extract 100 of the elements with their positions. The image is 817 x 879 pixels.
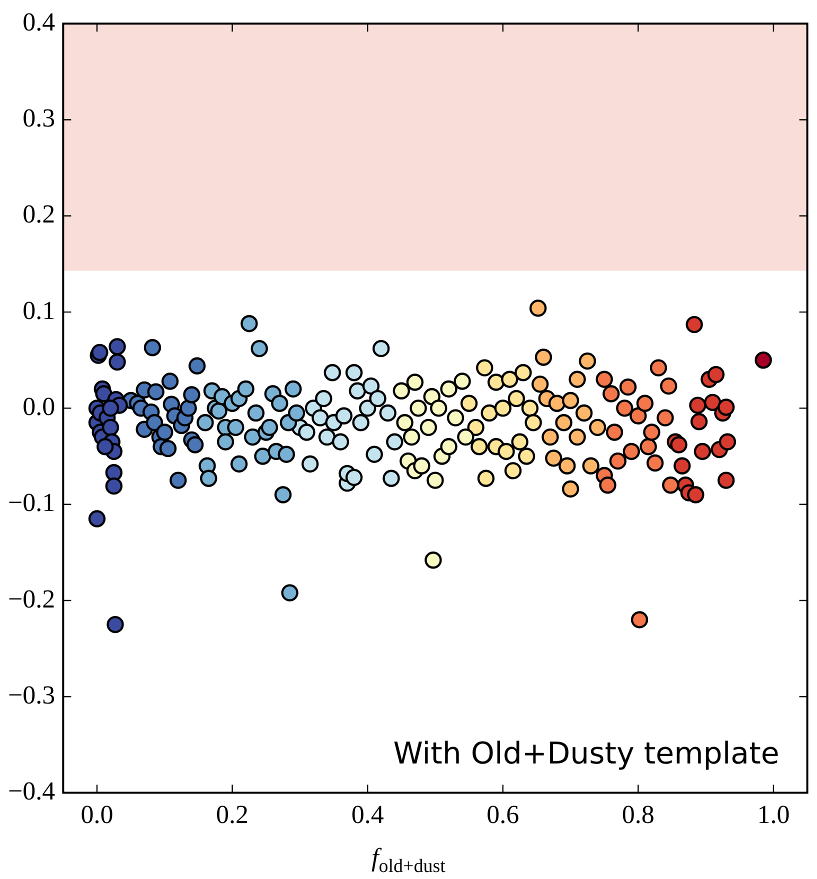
point xyxy=(240,314,258,332)
point xyxy=(568,428,586,446)
x-tick-label: 0.2 xyxy=(216,800,249,830)
point xyxy=(662,476,680,494)
point xyxy=(674,457,691,474)
point xyxy=(105,464,122,482)
point xyxy=(582,457,600,474)
point xyxy=(575,404,593,422)
point xyxy=(318,428,336,446)
point xyxy=(548,394,566,412)
point xyxy=(402,428,420,446)
point xyxy=(301,455,319,473)
point xyxy=(518,448,536,465)
point xyxy=(457,428,474,446)
point xyxy=(366,446,383,463)
point xyxy=(650,359,668,376)
point xyxy=(369,390,386,408)
point xyxy=(718,398,735,416)
point xyxy=(382,470,400,487)
point xyxy=(562,392,580,410)
point xyxy=(102,418,120,436)
point xyxy=(656,409,674,426)
point xyxy=(96,438,114,456)
point xyxy=(470,438,488,456)
point xyxy=(156,424,174,441)
point xyxy=(636,394,654,412)
point xyxy=(315,390,332,408)
point xyxy=(704,394,722,412)
point xyxy=(298,424,316,441)
point xyxy=(440,438,458,456)
point xyxy=(488,374,505,391)
point xyxy=(562,480,580,498)
point xyxy=(694,442,712,460)
point xyxy=(106,616,124,634)
point xyxy=(689,396,706,414)
point xyxy=(504,462,522,480)
point xyxy=(424,552,442,569)
point xyxy=(392,382,410,400)
point xyxy=(622,442,640,460)
point xyxy=(616,400,634,417)
point xyxy=(460,394,478,412)
point xyxy=(271,394,288,412)
point xyxy=(88,510,106,528)
y-tick-label: 0.1 xyxy=(22,296,56,325)
point xyxy=(348,382,366,400)
point xyxy=(386,433,404,450)
point xyxy=(147,383,164,400)
point xyxy=(170,472,187,489)
point xyxy=(599,476,616,494)
point xyxy=(345,468,363,486)
point xyxy=(508,390,526,408)
point xyxy=(690,413,708,430)
point xyxy=(718,472,735,489)
y-tick-label: −0.3 xyxy=(8,680,56,710)
point xyxy=(335,407,353,424)
point xyxy=(630,407,647,424)
point xyxy=(542,428,559,446)
point xyxy=(254,448,272,465)
point xyxy=(687,486,704,504)
point xyxy=(545,450,562,467)
point xyxy=(230,455,248,473)
point xyxy=(396,414,414,432)
point xyxy=(180,400,197,417)
point xyxy=(480,404,498,422)
point xyxy=(440,380,458,398)
point xyxy=(498,442,515,460)
x-axis-title: f$_{old+dust}$ xyxy=(370,843,446,878)
point xyxy=(312,409,329,426)
point xyxy=(413,457,430,474)
point xyxy=(555,414,572,432)
point xyxy=(188,357,206,374)
y-tick-label: −0.1 xyxy=(8,488,56,518)
point xyxy=(646,454,664,472)
point xyxy=(501,370,518,388)
x-tick-label: 0.4 xyxy=(351,800,384,830)
point xyxy=(410,400,427,417)
point xyxy=(237,380,254,398)
point xyxy=(660,377,678,395)
point xyxy=(477,470,495,487)
point xyxy=(372,340,390,358)
point xyxy=(406,374,424,391)
point xyxy=(358,400,376,417)
point xyxy=(558,457,576,474)
point xyxy=(430,400,448,417)
point xyxy=(476,359,494,376)
point xyxy=(420,418,438,436)
point xyxy=(534,348,552,366)
point xyxy=(352,414,370,432)
point xyxy=(260,418,278,436)
x-tick-label: 1.0 xyxy=(757,800,790,830)
x-tick-label: 0.8 xyxy=(622,800,654,830)
point xyxy=(332,433,350,450)
point xyxy=(244,428,262,446)
point xyxy=(362,377,380,395)
y-tick-label: 0.2 xyxy=(22,200,56,229)
point xyxy=(274,486,292,504)
y-tick-label: 0.0 xyxy=(22,392,56,422)
point xyxy=(718,433,736,450)
point xyxy=(686,316,703,334)
point xyxy=(288,404,306,422)
